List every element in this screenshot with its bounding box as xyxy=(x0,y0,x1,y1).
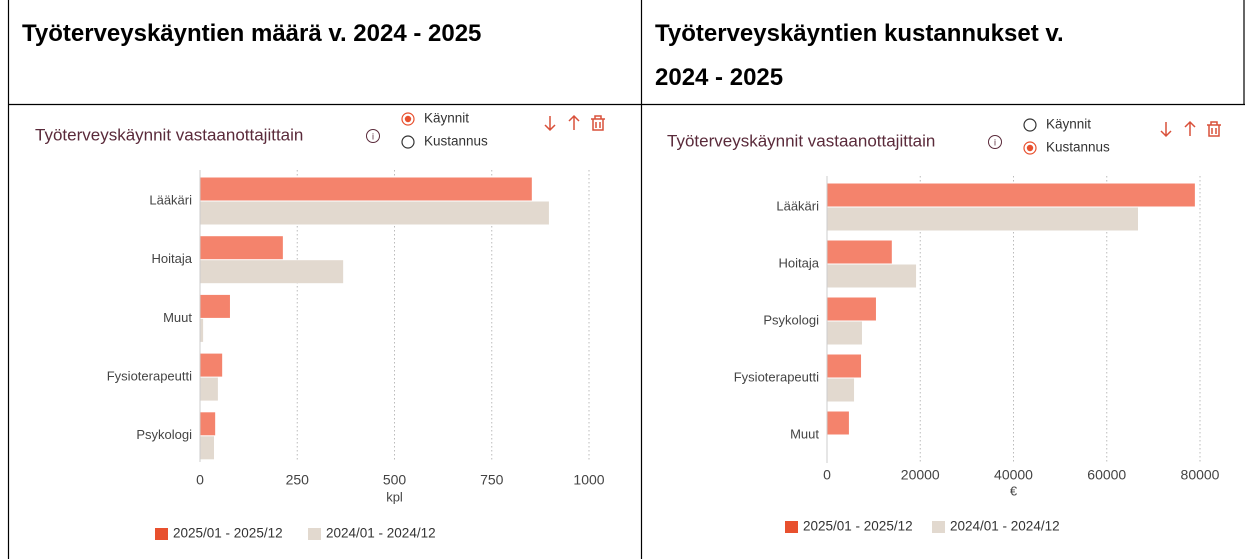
y-tick-label: Muut xyxy=(790,426,819,441)
bar xyxy=(200,436,215,460)
icon-trash xyxy=(591,115,605,131)
y-tick-label: Psykologi xyxy=(136,427,192,442)
radio-dot xyxy=(1026,144,1034,152)
y-tick-label: Fysioterapeutti xyxy=(107,369,192,384)
y-tick-label: Psykologi xyxy=(763,312,819,327)
bar xyxy=(827,183,1195,207)
bar xyxy=(827,321,862,345)
radio-label: Käynnit xyxy=(424,111,469,126)
y-tick-label: Lääkäri xyxy=(149,192,192,207)
x-tick-label: 1000 xyxy=(573,472,604,488)
icon-down xyxy=(544,116,556,132)
bar xyxy=(200,236,283,260)
y-tick-label: Lääkäri xyxy=(776,198,819,213)
toolbar-icons xyxy=(544,114,605,132)
icon-trash xyxy=(1207,121,1221,137)
legend-label: 2024/01 - 2024/12 xyxy=(950,519,1060,534)
bar xyxy=(827,207,1138,231)
legend-swatch xyxy=(308,528,321,540)
legend-label: 2025/01 - 2025/12 xyxy=(173,526,283,541)
radio xyxy=(401,135,415,149)
bar xyxy=(827,240,892,264)
info-icon xyxy=(366,129,380,143)
radio-dot xyxy=(404,115,412,123)
chart-title: Työterveyskäynnit vastaanottajittain xyxy=(667,131,935,150)
cell-header: Työterveyskäyntien määrä v. 2024 - 2025 xyxy=(22,20,482,47)
bar xyxy=(827,264,917,288)
bar xyxy=(200,294,230,318)
icon-down xyxy=(1160,122,1172,138)
x-tick-label: 60000 xyxy=(1087,467,1126,483)
bar xyxy=(200,260,344,284)
info-icon xyxy=(988,135,1002,149)
bar xyxy=(200,201,549,225)
x-tick-label: 500 xyxy=(383,472,407,488)
legend-swatch xyxy=(932,521,945,533)
x-tick-label: 20000 xyxy=(901,467,940,483)
chart-title: Työterveyskäynnit vastaanottajittain xyxy=(35,125,303,144)
bar xyxy=(827,354,862,378)
bar xyxy=(200,353,223,377)
x-axis-label: € xyxy=(1010,483,1018,498)
legend-label: 2024/01 - 2024/12 xyxy=(326,526,436,541)
toolbar-icons xyxy=(1160,120,1221,138)
info-i: i xyxy=(372,131,374,141)
icon-up xyxy=(568,114,580,130)
bar xyxy=(200,412,216,436)
icon-up xyxy=(1184,120,1196,136)
bar xyxy=(200,318,204,342)
bar xyxy=(827,411,849,435)
y-tick-label: Hoitaja xyxy=(152,251,193,266)
x-tick-label: 40000 xyxy=(994,467,1033,483)
bar xyxy=(200,177,532,201)
x-tick-label: 250 xyxy=(286,472,310,488)
radio-label: Käynnit xyxy=(1046,117,1091,132)
legend-swatch xyxy=(155,528,168,540)
radio xyxy=(1023,118,1037,132)
cell-header: Työterveyskäyntien kustannukset v. 2024 … xyxy=(655,20,1064,91)
x-tick-label: 750 xyxy=(480,472,504,488)
info-i: i xyxy=(994,137,996,147)
x-tick-label: 80000 xyxy=(1181,467,1220,483)
x-axis-label: kpl xyxy=(386,489,403,504)
radio-label: Kustannus xyxy=(1046,140,1110,155)
bar xyxy=(827,378,855,402)
bar xyxy=(200,377,218,401)
y-tick-label: Hoitaja xyxy=(779,255,820,270)
x-tick-label: 0 xyxy=(196,472,204,488)
y-tick-label: Muut xyxy=(163,310,192,325)
radio-label: Kustannus xyxy=(424,134,488,149)
x-tick-label: 0 xyxy=(823,467,831,483)
legend-swatch xyxy=(785,521,798,533)
bar xyxy=(827,297,876,321)
legend-label: 2025/01 - 2025/12 xyxy=(803,519,913,534)
table-borders xyxy=(7,0,1245,559)
y-tick-label: Fysioterapeutti xyxy=(734,369,819,384)
